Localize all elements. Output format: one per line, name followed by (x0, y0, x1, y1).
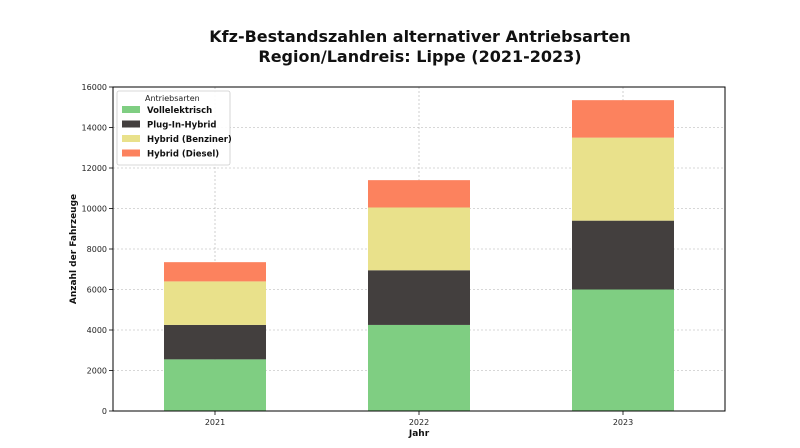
bar-segment (572, 100, 674, 138)
y-tick-label: 2000 (87, 367, 107, 376)
bar-segment (368, 180, 470, 208)
legend-swatch (122, 120, 140, 128)
legend-title: Antriebsarten (145, 94, 200, 103)
x-tick-label: 2023 (613, 418, 633, 427)
bar-segment (164, 324, 266, 360)
legend-label: Plug-In-Hybrid (147, 121, 216, 131)
bar-segment (164, 262, 266, 282)
chart-title-line-1: Kfz-Bestandszahlen alternativer Antriebs… (209, 27, 630, 46)
legend-swatch (122, 149, 140, 157)
y-tick-label: 14000 (82, 124, 107, 133)
x-axis-label: Jahr (408, 429, 430, 439)
bar-segment (368, 270, 470, 325)
bar-segment (572, 137, 674, 221)
y-tick-label: 16000 (82, 83, 107, 92)
bar-segment (368, 324, 470, 411)
x-tick-label: 2022 (409, 418, 429, 427)
legend-swatch (122, 106, 140, 113)
bars (164, 100, 674, 411)
bar-segment (572, 289, 674, 411)
y-tick-label: 8000 (87, 245, 107, 254)
y-axis-label: Anzahl der Fahrzeuge (69, 194, 79, 304)
bar-segment (368, 207, 470, 271)
y-tick-label: 10000 (82, 205, 107, 214)
legend: Antriebsarten Vollelektrisch Plug-In-Hybr… (116, 90, 232, 166)
bar-segment (572, 220, 674, 290)
y-tick-label: 12000 (82, 164, 107, 173)
legend-swatch (122, 135, 140, 142)
ticks: 0 2000 4000 6000 8000 10000 12000 14000 16000 202… (82, 83, 634, 427)
legend-label: Hybrid (Benziner) (147, 135, 232, 145)
legend-label: Hybrid (Diesel) (147, 150, 219, 160)
bar-segment (164, 359, 266, 411)
legend-box (116, 90, 231, 166)
legend-label: Vollelektrisch (147, 106, 212, 116)
y-tick-label: 4000 (87, 326, 107, 335)
y-tick-label: 6000 (87, 286, 107, 295)
x-tick-label: 2021 (205, 418, 225, 427)
bar-segment (164, 281, 266, 325)
chart-title-line-2: Region/Landreis: Lippe (2021-2023) (258, 47, 581, 66)
y-tick-label: 0 (102, 407, 107, 416)
